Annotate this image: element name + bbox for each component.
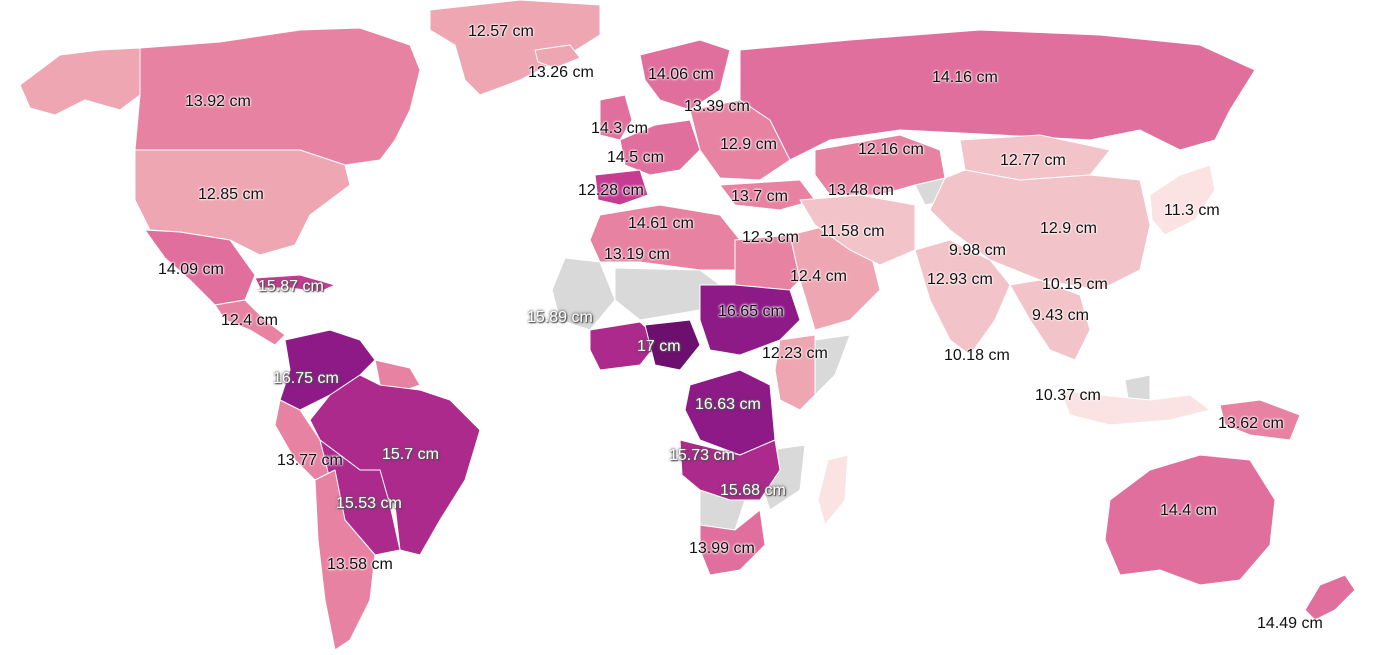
region-value-label: 16.63 cm: [695, 396, 761, 413]
region-australia: [1104, 454, 1276, 586]
region-value-label: 15.7 cm: [382, 446, 439, 463]
region-papua: [1219, 399, 1301, 441]
region-iceland: [534, 44, 581, 69]
no-data-regions: [379, 177, 1151, 531]
region-value-label: 12.9 cm: [720, 136, 777, 153]
region-value-label: 15.89 cm: [527, 309, 593, 326]
region-japan-korea: [1149, 164, 1216, 236]
region-value-label: 13.39 cm: [684, 98, 750, 115]
region-value-label: 13.7 cm: [731, 188, 788, 205]
region-value-label: 12.57 cm: [468, 23, 534, 40]
region-value-label: 14.5 cm: [607, 149, 664, 166]
region-value-label: 16.65 cm: [718, 303, 784, 320]
region-uk-ireland: [599, 94, 633, 141]
region-value-label: 12.77 cm: [1000, 152, 1066, 169]
region-borneo-no-data: [1124, 374, 1151, 401]
region-caribbean: [254, 274, 336, 293]
region-western-europe: [619, 119, 701, 176]
region-madagascar: [817, 454, 849, 526]
region-central-asia: [814, 134, 946, 196]
region-value-label: 12.16 cm: [858, 141, 924, 158]
region-value-label: 17 cm: [637, 338, 681, 355]
region-value-label: 12.9 cm: [1040, 220, 1097, 237]
region-iberia: [594, 169, 649, 206]
region-value-label: 14.61 cm: [628, 215, 694, 232]
region-southeast-asia: [1009, 279, 1091, 361]
region-value-label: 13.62 cm: [1218, 415, 1284, 432]
region-value-label: 9.43 cm: [1032, 307, 1089, 324]
region-new-zealand: [1304, 574, 1356, 621]
region-value-label: 9.98 cm: [949, 242, 1006, 259]
region-value-label: 13.48 cm: [828, 182, 894, 199]
region-angola-zambia: [679, 439, 781, 501]
region-value-label: 13.92 cm: [185, 93, 251, 110]
region-value-label: 15.73 cm: [669, 447, 735, 464]
region-iran-middle-east: [799, 194, 916, 266]
region-value-label: 14.4 cm: [1160, 502, 1217, 519]
region-value-label: 12.4 cm: [790, 268, 847, 285]
region-value-label: 10.18 cm: [944, 347, 1010, 364]
region-india: [914, 239, 1011, 356]
region-central-america: [214, 299, 286, 346]
region-value-label: 15.68 cm: [720, 482, 786, 499]
region-turkey: [719, 179, 816, 211]
region-value-label: 16.75 cm: [273, 370, 339, 387]
region-canada: [134, 27, 421, 166]
region-scandinavia: [639, 39, 731, 111]
region-value-label: 15.87 cm: [258, 278, 324, 295]
region-value-label: 12.23 cm: [762, 345, 828, 362]
region-value-label: 12.3 cm: [742, 229, 799, 246]
region-value-label: 13.77 cm: [277, 452, 343, 469]
region-value-label: 10.15 cm: [1042, 276, 1108, 293]
region-southern-africa: [699, 509, 766, 576]
region-value-label: 11.58 cm: [820, 223, 885, 240]
region-china: [929, 169, 1151, 291]
region-value-label: 14.06 cm: [648, 66, 714, 83]
region-value-label: 15.53 cm: [336, 495, 402, 512]
region-west-africa: [589, 321, 661, 371]
region-value-label: 10.37 cm: [1035, 387, 1101, 404]
region-value-label: 12.28 cm: [578, 182, 644, 199]
region-value-label: 11.3 cm: [1164, 202, 1220, 219]
region-value-label: 13.58 cm: [327, 556, 393, 573]
region-value-label: 14.09 cm: [158, 261, 224, 278]
region-value-label: 12.93 cm: [927, 271, 993, 288]
region-value-label: 14.16 cm: [932, 69, 998, 86]
region-value-label: 13.19 cm: [604, 246, 670, 263]
region-value-label: 12.85 cm: [198, 186, 264, 203]
region-alaska: [19, 47, 141, 116]
region-sahel-egypt: [734, 234, 801, 291]
region-value-label: 13.99 cm: [689, 540, 755, 557]
region-value-label: 13.26 cm: [528, 64, 594, 81]
region-russia: [739, 29, 1256, 161]
region-chile-argentina: [314, 469, 376, 651]
region-indonesia: [1059, 389, 1211, 426]
region-value-label: 14.3 cm: [591, 120, 648, 137]
region-horn-of-africa: [774, 334, 816, 411]
region-nigeria: [644, 319, 701, 371]
region-value-label: 14.49 cm: [1257, 615, 1323, 632]
region-greenland: [429, 0, 601, 96]
data-regions: [19, 0, 1356, 651]
region-north-africa: [589, 204, 741, 271]
region-value-label: 12.4 cm: [221, 312, 278, 329]
